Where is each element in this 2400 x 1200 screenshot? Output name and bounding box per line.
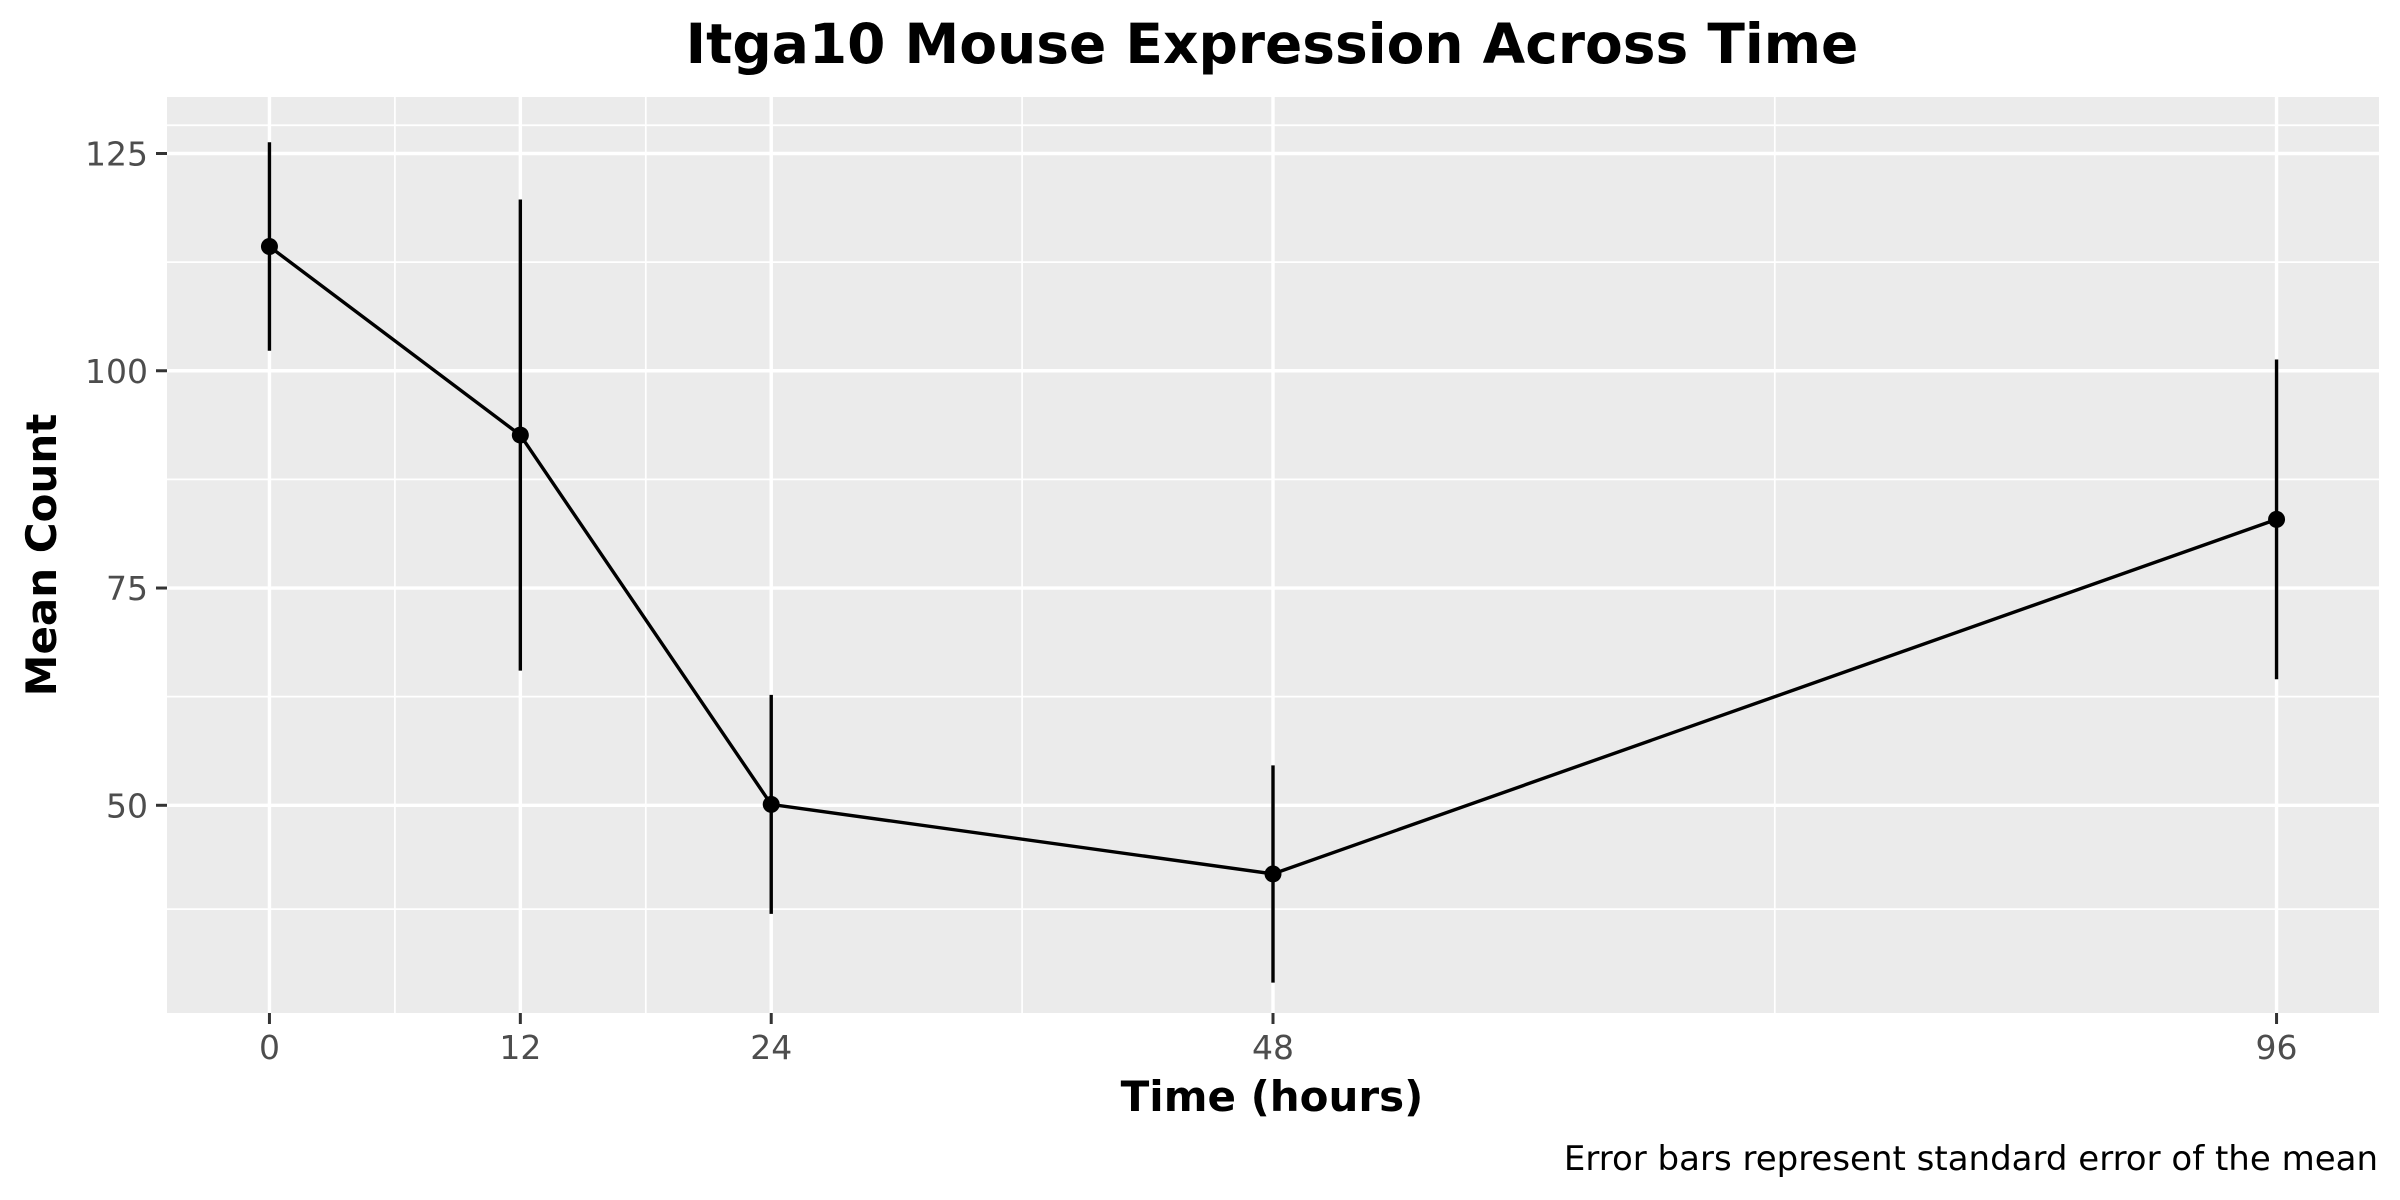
y-tick-label: 100 (85, 352, 148, 391)
data-point (762, 795, 780, 813)
y-tick-label: 50 (106, 786, 148, 825)
y-tick-label: 75 (106, 569, 148, 608)
data-point (1264, 865, 1282, 883)
y-tick-label: 125 (85, 134, 148, 173)
x-tick-label: 96 (2256, 1028, 2298, 1067)
x-tick-label: 0 (259, 1028, 280, 1067)
x-axis-ticks: 0 12 24 48 96 (259, 1013, 2298, 1067)
data-point (260, 237, 278, 255)
y-axis-ticks: 50 75 100 125 (85, 134, 167, 825)
data-point (511, 426, 529, 444)
y-axis-title: Mean Count (17, 414, 66, 697)
data-point (2268, 510, 2286, 528)
x-axis-title: Time (hours) (1121, 1072, 1424, 1121)
data-points (260, 237, 2286, 883)
chart-title: Itga10 Mouse Expression Across Time (686, 12, 1859, 76)
x-tick-label: 24 (750, 1028, 792, 1067)
x-tick-label: 12 (499, 1028, 541, 1067)
x-tick-label: 48 (1252, 1028, 1294, 1067)
chart-caption: Error bars represent standard error of t… (1564, 1139, 2378, 1179)
